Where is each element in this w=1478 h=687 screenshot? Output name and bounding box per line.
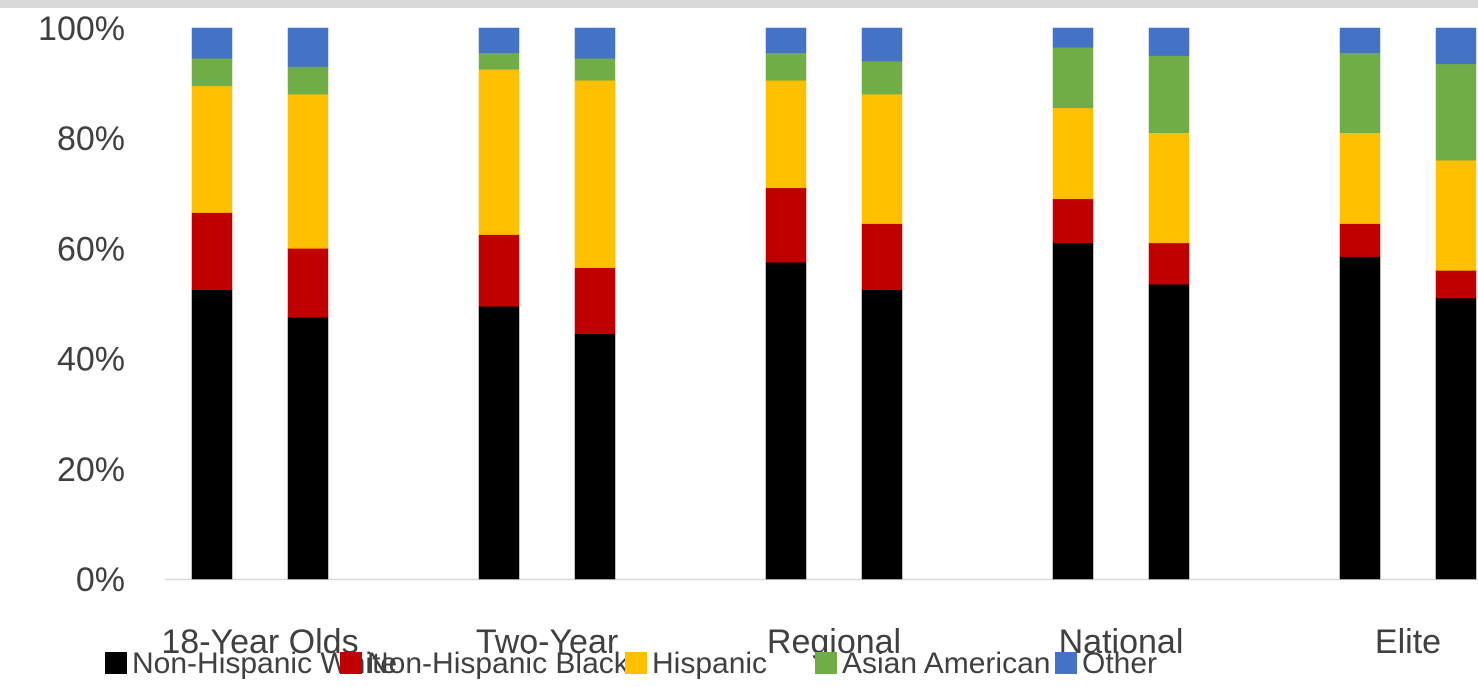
bar-segment-other	[861, 27, 903, 62]
bar-segment-hispanic	[1148, 132, 1190, 244]
legend-swatch	[340, 652, 362, 674]
bar-segment-other	[1435, 27, 1477, 65]
legend-swatch	[105, 652, 127, 674]
x-axis-categories: 18-Year Olds Two-Year Regional National Elit…	[161, 623, 1441, 661]
bar-segment-other	[1339, 27, 1381, 54]
bar-segment-non-hispanic-white	[861, 289, 903, 580]
bar-segment-non-hispanic-white	[1339, 256, 1381, 580]
bar-segment-hispanic	[191, 85, 233, 213]
bar-segment-asian-american	[574, 58, 616, 81]
bar-segment-asian-american	[1052, 47, 1094, 109]
y-tick-label: 20%	[57, 451, 125, 489]
bar-segment-non-hispanic-white	[287, 317, 329, 580]
bar-segment-asian-american	[191, 58, 233, 87]
x-category-label: Two-Year	[476, 623, 618, 661]
bar-segment-non-hispanic-white	[1148, 283, 1190, 580]
bar-segment-non-hispanic-black	[1339, 223, 1381, 257]
bar-segment-non-hispanic-black	[861, 223, 903, 290]
bar-segment-non-hispanic-white	[1052, 242, 1094, 580]
bar-segment-other	[287, 27, 329, 67]
bar-segment-asian-american	[287, 66, 329, 95]
top-border-strip	[0, 0, 1478, 8]
legend-label: Non-Hispanic Black	[367, 647, 630, 680]
legend-swatch	[625, 652, 647, 674]
bar-segment-hispanic	[861, 93, 903, 224]
bar-segment-hispanic	[478, 69, 520, 235]
bar-segment-hispanic	[1339, 132, 1381, 224]
bar-segment-other	[574, 27, 616, 59]
bar-segment-other	[1052, 27, 1094, 48]
bar-groups	[191, 27, 1477, 580]
bar-segment-non-hispanic-black	[191, 212, 233, 290]
bar-segment-non-hispanic-white	[1435, 297, 1477, 580]
bar-segment-other	[191, 27, 233, 59]
bar-segment-asian-american	[1339, 52, 1381, 133]
bar-segment-non-hispanic-black	[287, 248, 329, 318]
bar-segment-non-hispanic-black	[1148, 242, 1190, 285]
bar-segment-asian-american	[1148, 55, 1190, 133]
bar-segment-non-hispanic-white	[478, 306, 520, 580]
bar-segment-other	[765, 27, 807, 54]
bar-segment-non-hispanic-black	[478, 234, 520, 307]
bar-segment-non-hispanic-black	[574, 267, 616, 335]
bar-segment-hispanic	[1435, 159, 1477, 271]
y-tick-label: 100%	[38, 10, 125, 48]
bar-segment-non-hispanic-black	[1052, 198, 1094, 244]
y-tick-label: 0%	[76, 561, 125, 599]
bar-segment-hispanic	[574, 80, 616, 268]
legend-label: Asian American	[842, 647, 1050, 680]
bar-segment-hispanic	[1052, 107, 1094, 200]
bar-segment-hispanic	[287, 93, 329, 249]
legend-swatch	[1055, 652, 1077, 674]
x-category-label: 18-Year Olds	[161, 623, 358, 661]
legend-label: Other	[1082, 647, 1157, 680]
x-category-label: Elite	[1375, 623, 1441, 661]
legend-swatch	[815, 652, 837, 674]
y-tick-label: 80%	[57, 120, 125, 158]
bar-segment-other	[478, 27, 520, 54]
bar-segment-hispanic	[765, 80, 807, 189]
legend-label: Hispanic	[652, 647, 767, 680]
bar-segment-non-hispanic-white	[574, 333, 616, 580]
bar-segment-asian-american	[478, 52, 520, 70]
bar-segment-asian-american	[765, 52, 807, 81]
bar-segment-non-hispanic-black	[1435, 270, 1477, 299]
bar-segment-other	[1148, 27, 1190, 56]
bar-segment-non-hispanic-white	[765, 261, 807, 580]
bar-segment-asian-american	[1435, 63, 1477, 161]
bar-segment-non-hispanic-black	[765, 187, 807, 263]
y-tick-label: 60%	[57, 230, 125, 268]
y-tick-label: 40%	[57, 341, 125, 379]
bar-segment-asian-american	[861, 60, 903, 95]
y-axis-ticks: 0% 20% 40% 60% 80% 100%	[38, 10, 125, 599]
bar-segment-non-hispanic-white	[191, 289, 233, 580]
x-category-label: National	[1059, 623, 1184, 661]
